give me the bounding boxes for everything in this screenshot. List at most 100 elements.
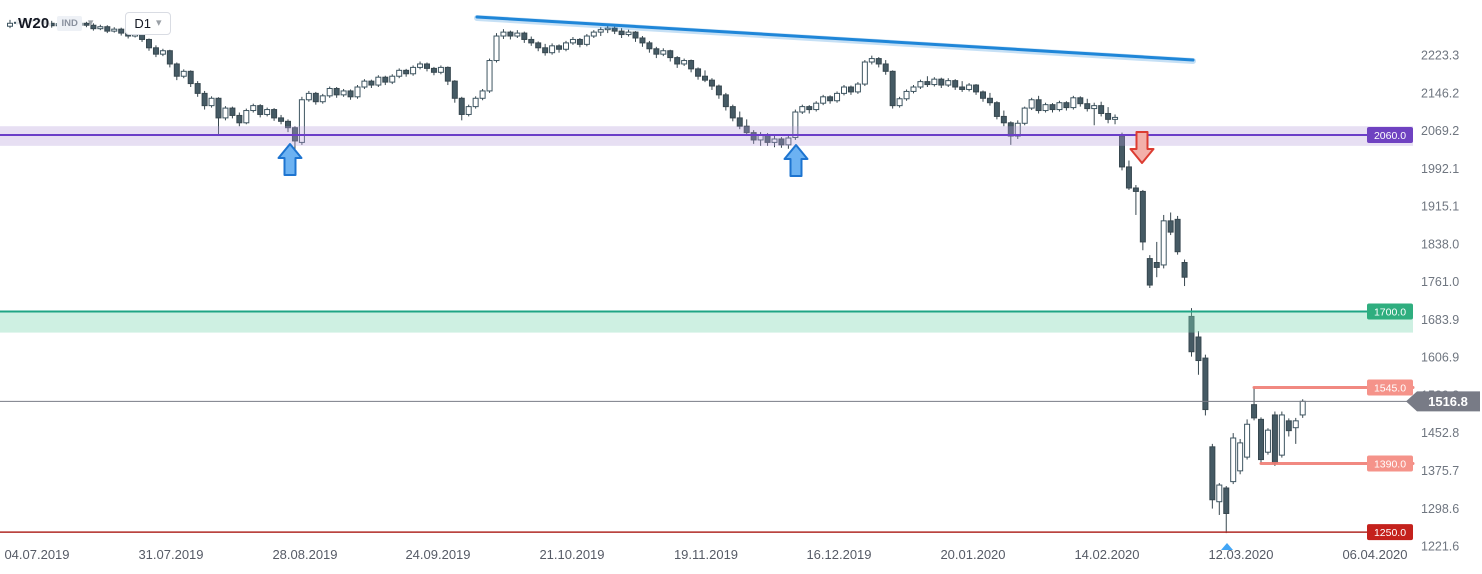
candle-down <box>778 138 785 146</box>
date-axis-label: 21.10.2019 <box>539 547 604 562</box>
date-axis-label: 16.12.2019 <box>806 547 871 562</box>
candle-down <box>542 47 549 54</box>
candle-up <box>820 96 827 104</box>
price-level-label-box <box>1367 127 1413 144</box>
candle-down <box>576 38 583 45</box>
candle-down <box>521 32 528 40</box>
candle-down <box>1271 414 1278 464</box>
candle-up <box>1056 102 1063 111</box>
price-level-label-box <box>1367 455 1413 472</box>
candle-up <box>222 107 229 119</box>
date-axis-label: 28.08.2019 <box>272 547 337 562</box>
candle-up <box>841 86 847 94</box>
candle-down <box>618 30 625 36</box>
exchange-badge: IND <box>57 16 82 31</box>
candle-down <box>430 67 437 73</box>
candle-down <box>1049 104 1056 111</box>
candle-up <box>785 137 792 146</box>
candle-down <box>722 94 729 108</box>
candle-down <box>1174 218 1181 253</box>
candle-up <box>340 90 347 96</box>
candle-up <box>1237 442 1244 472</box>
candle-down <box>312 92 319 103</box>
up-arrow-annotation[interactable] <box>783 144 809 177</box>
candle-up <box>1042 104 1049 112</box>
candle-up <box>465 106 472 115</box>
support-resistance-zone[interactable] <box>0 311 1413 333</box>
price-axis-label: 1915.1 <box>1421 200 1459 214</box>
candle-down <box>702 75 708 81</box>
candle-up <box>910 86 917 92</box>
candle-down <box>1209 446 1216 501</box>
price-level-label: 1250.0 <box>1374 527 1406 539</box>
price-level-label-box <box>1367 303 1413 320</box>
candle-down <box>166 50 173 65</box>
candle-up <box>410 66 417 75</box>
candle-down <box>806 106 813 111</box>
candle-down <box>1153 262 1160 268</box>
candle-down <box>458 97 465 115</box>
candle-up <box>625 31 632 36</box>
candle-up <box>243 110 250 124</box>
candle-up <box>604 27 611 31</box>
candle-up <box>945 80 952 86</box>
candle-up <box>514 32 521 37</box>
candle-down <box>1146 258 1153 286</box>
descending-trendline[interactable] <box>475 15 1195 62</box>
candle-down <box>715 85 722 96</box>
candle-down <box>875 58 882 65</box>
candle-down <box>847 86 854 93</box>
candle-up <box>208 97 215 107</box>
candle-down <box>1181 262 1188 278</box>
candle-up <box>896 98 903 107</box>
candle-down <box>152 47 159 55</box>
candle-up <box>681 60 688 65</box>
candle-up <box>1070 97 1077 109</box>
candle-down <box>708 79 715 87</box>
candle-up <box>854 83 861 93</box>
candle-down <box>535 42 542 49</box>
timeframe-dropdown[interactable]: D1 ▾ <box>125 12 171 35</box>
candle-down <box>368 80 375 86</box>
date-axis-label: 04.07.2019 <box>4 547 69 562</box>
candle-down <box>973 84 980 93</box>
event-marker-triangle-up-icon[interactable] <box>1221 543 1233 550</box>
candle-down <box>236 114 243 124</box>
up-arrow-annotation[interactable] <box>277 143 303 176</box>
down-arrow-annotation[interactable] <box>1129 131 1155 164</box>
date-axis-label: 24.09.2019 <box>405 547 470 562</box>
current-price-tag <box>1406 391 1480 412</box>
candle-down <box>444 66 451 82</box>
candle-down <box>278 117 285 122</box>
candle-down <box>90 24 97 30</box>
candle-up <box>549 45 556 54</box>
symbol-name[interactable]: W20 <box>16 14 52 33</box>
price-axis-label: 1761.0 <box>1421 275 1459 289</box>
candle-down <box>750 132 757 141</box>
timeframe-chevron-down-icon: ▾ <box>155 17 162 29</box>
candle-up <box>903 90 910 100</box>
candle-down <box>882 63 889 72</box>
candle-up <box>1021 107 1028 124</box>
chart-header: W20 IND ▾ D1 ▾ <box>16 12 171 35</box>
candle-up <box>834 92 841 102</box>
candle-up <box>660 50 667 55</box>
date-axis-label: 12.03.2020 <box>1208 547 1273 562</box>
candle-up <box>590 31 597 37</box>
candle-down <box>333 87 340 96</box>
date-axis-label: 20.01.2020 <box>940 547 1005 562</box>
price-level-label-box <box>1367 524 1413 541</box>
candle-down <box>528 38 535 44</box>
candle-up <box>479 90 486 99</box>
candle-down <box>1188 315 1195 353</box>
candle-up <box>396 69 403 77</box>
symbol-chevron-down-icon[interactable]: ▾ <box>87 17 94 29</box>
candle-down <box>424 63 430 69</box>
price-axis-label: 1221.6 <box>1421 540 1459 554</box>
candle-up <box>917 81 924 88</box>
candle-down <box>1084 103 1091 110</box>
candle-down <box>889 70 896 107</box>
candle-down <box>1063 102 1070 109</box>
